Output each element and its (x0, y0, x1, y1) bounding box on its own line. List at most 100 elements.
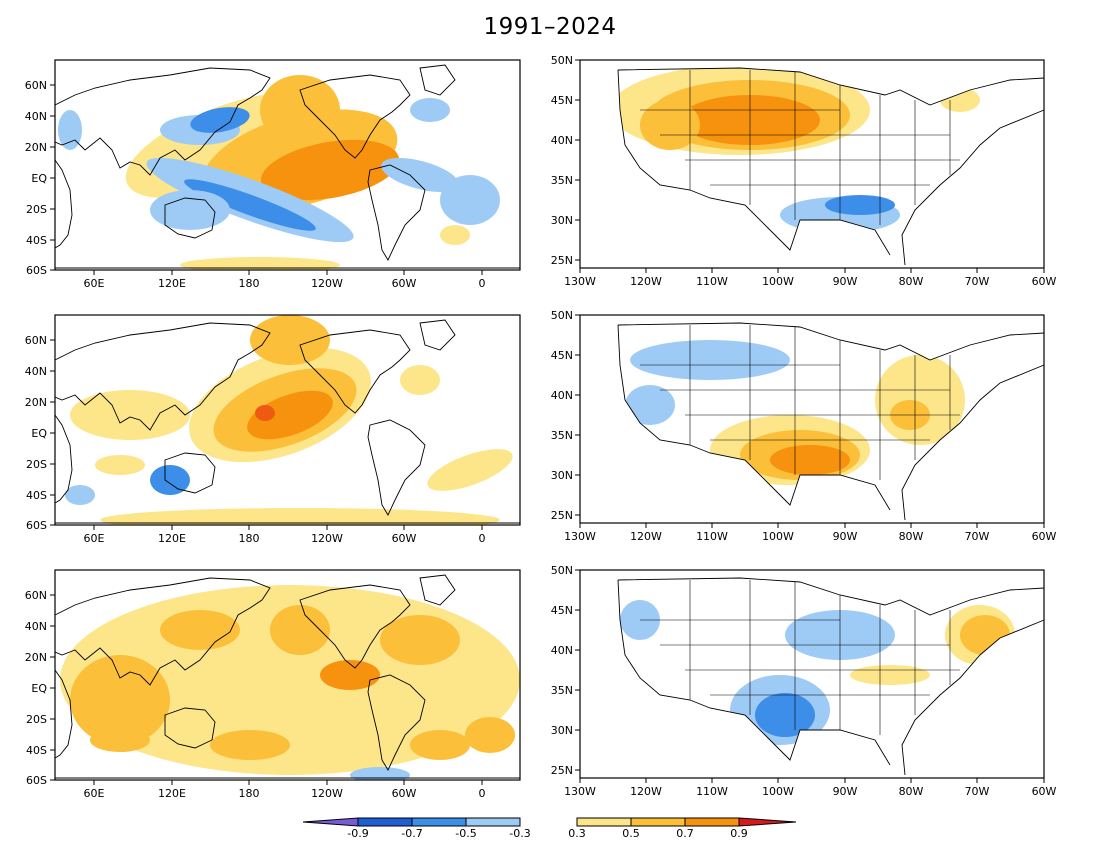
lon-tick-label: 120E (158, 532, 186, 545)
lat-tick-label: 60S (26, 519, 47, 532)
colorbar-label: -0.7 (401, 827, 422, 840)
anomaly-blob (255, 405, 275, 421)
lon-tick-label: 70W (965, 275, 990, 288)
colorbar-neg-07 (357, 817, 413, 827)
global-map-top: 60N 40N 20N EQ 20S 40S 60S 60E 120E 180 120W 60W 0 (0, 50, 540, 290)
anomaly-blob (250, 315, 330, 365)
map-frame (54, 59, 521, 271)
map-frame (54, 569, 521, 781)
colorbar-label: -0.3 (509, 827, 530, 840)
lon-tick-label: 180 (239, 277, 260, 290)
state-borders (640, 325, 960, 480)
lat-tick-label: 60S (26, 774, 47, 787)
anomaly-blob (260, 139, 400, 201)
lon-tick-label: 100W (762, 785, 794, 798)
lat-tick-label: 20S (26, 458, 47, 471)
lat-tick-label: EQ (31, 427, 47, 440)
coastlines (55, 574, 520, 779)
lat-tick-label: 60S (26, 264, 47, 277)
anomaly-blob (875, 355, 965, 445)
colorbar-pos-05 (630, 817, 686, 827)
lat-tick-label: 20S (26, 203, 47, 216)
lon-tick-label: 130W (564, 785, 596, 798)
lat-tick-label: 20N (25, 651, 47, 664)
lon-tick-label: 180 (239, 532, 260, 545)
lon-tick-label: 120E (158, 277, 186, 290)
anomaly-blob (940, 88, 980, 112)
lat-tick-label: 35N (551, 684, 573, 697)
anomaly-blob (270, 605, 330, 655)
colorbar-label: -0.5 (455, 827, 476, 840)
lon-tick-label: 0 (479, 277, 486, 290)
us-map-bottom: 50N 45N 40N 35N 30N 25N 130W 120W 110W 100W 90W 80W… (540, 560, 1100, 800)
anomaly-blob (960, 615, 1010, 655)
us-map-middle: 50N 45N 40N 35N 30N 25N 130W 120W 110W 100W 90W 80W… (540, 305, 1100, 545)
lat-tick-label: 30N (551, 214, 573, 227)
lon-tick-label: 110W (696, 275, 728, 288)
colorbar-label: 0.9 (730, 827, 748, 840)
anomaly-blob (625, 385, 675, 425)
lon-tick-label: 80W (899, 530, 924, 543)
lat-tick-label: 25N (551, 764, 573, 777)
us-map-top: 50N 45N 40N 35N 30N 25N 130W 120W 110W 100W 90W 80W… (540, 50, 1100, 290)
lon-tick-label: 80W (899, 785, 924, 798)
lat-tick-label: 40S (26, 744, 47, 757)
lat-tick-label: 40N (551, 644, 573, 657)
global-map-bottom: 60N 40N 20N EQ 20S 40S 60S 60E 120E 180 120W 60W 0 (0, 560, 540, 800)
lon-tick-label: 0 (479, 532, 486, 545)
anomaly-blob (150, 190, 230, 230)
anomaly-blob (150, 465, 190, 495)
lon-tick-label: 90W (833, 530, 858, 543)
anomaly-blob (440, 175, 500, 225)
state-borders (640, 70, 960, 225)
lat-tick-label: 40S (26, 234, 47, 247)
lat-tick-label: 50N (551, 309, 573, 322)
anomaly-blob (400, 365, 440, 395)
colorbar-label: 0.5 (622, 827, 640, 840)
lon-tick-label: 100W (762, 530, 794, 543)
coastlines (55, 319, 520, 524)
lat-tick-label: 50N (551, 564, 573, 577)
lon-tick-label: 110W (696, 785, 728, 798)
lat-tick-label: 20S (26, 713, 47, 726)
lon-tick-label: 60W (392, 532, 417, 545)
anomaly-blob (247, 390, 333, 440)
lat-tick-label: 45N (551, 349, 573, 362)
lon-tick-label: 70W (965, 785, 990, 798)
colorbar-label: 0.3 (568, 827, 586, 840)
lat-tick-label: 45N (551, 94, 573, 107)
colorbar-neg-03 (465, 817, 521, 827)
map-frame (54, 314, 521, 526)
lon-tick-label: 120W (311, 532, 343, 545)
lon-tick-label: 60W (1032, 275, 1057, 288)
lat-tick-label: 45N (551, 604, 573, 617)
us-outline (617, 67, 1045, 266)
anomaly-blob (410, 730, 470, 760)
lat-tick-label: 25N (551, 254, 573, 267)
anomaly-blob (755, 693, 815, 737)
map-frame (579, 314, 1045, 524)
anomaly-blob (410, 98, 450, 122)
lon-tick-label: 120E (158, 787, 186, 800)
state-borders (640, 580, 960, 735)
global-map-middle: 60N 40N 20N EQ 20S 40S 60S 60E 120E 180 120W 60W 0 (0, 305, 540, 545)
anomaly-blob (184, 179, 316, 231)
anomaly-blob (350, 767, 410, 780)
anomaly-blob (640, 100, 700, 150)
anomaly-blob (70, 655, 170, 745)
anomaly-blob (70, 390, 190, 440)
anomaly-blob (465, 717, 515, 753)
anomaly-blob (65, 485, 95, 505)
lat-tick-label: 35N (551, 429, 573, 442)
anomaly-field (55, 570, 520, 780)
lat-tick-label: 35N (551, 174, 573, 187)
lon-tick-label: 120W (311, 787, 343, 800)
page-title: 1991–2024 (483, 14, 617, 40)
anomaly-blob (427, 449, 513, 491)
lat-tick-label: 20N (25, 396, 47, 409)
us-outline (617, 322, 1045, 521)
lon-tick-label: 70W (965, 530, 990, 543)
lon-tick-label: 60E (84, 532, 105, 545)
lat-tick-label: 25N (551, 509, 573, 522)
anomaly-blob (100, 508, 500, 525)
